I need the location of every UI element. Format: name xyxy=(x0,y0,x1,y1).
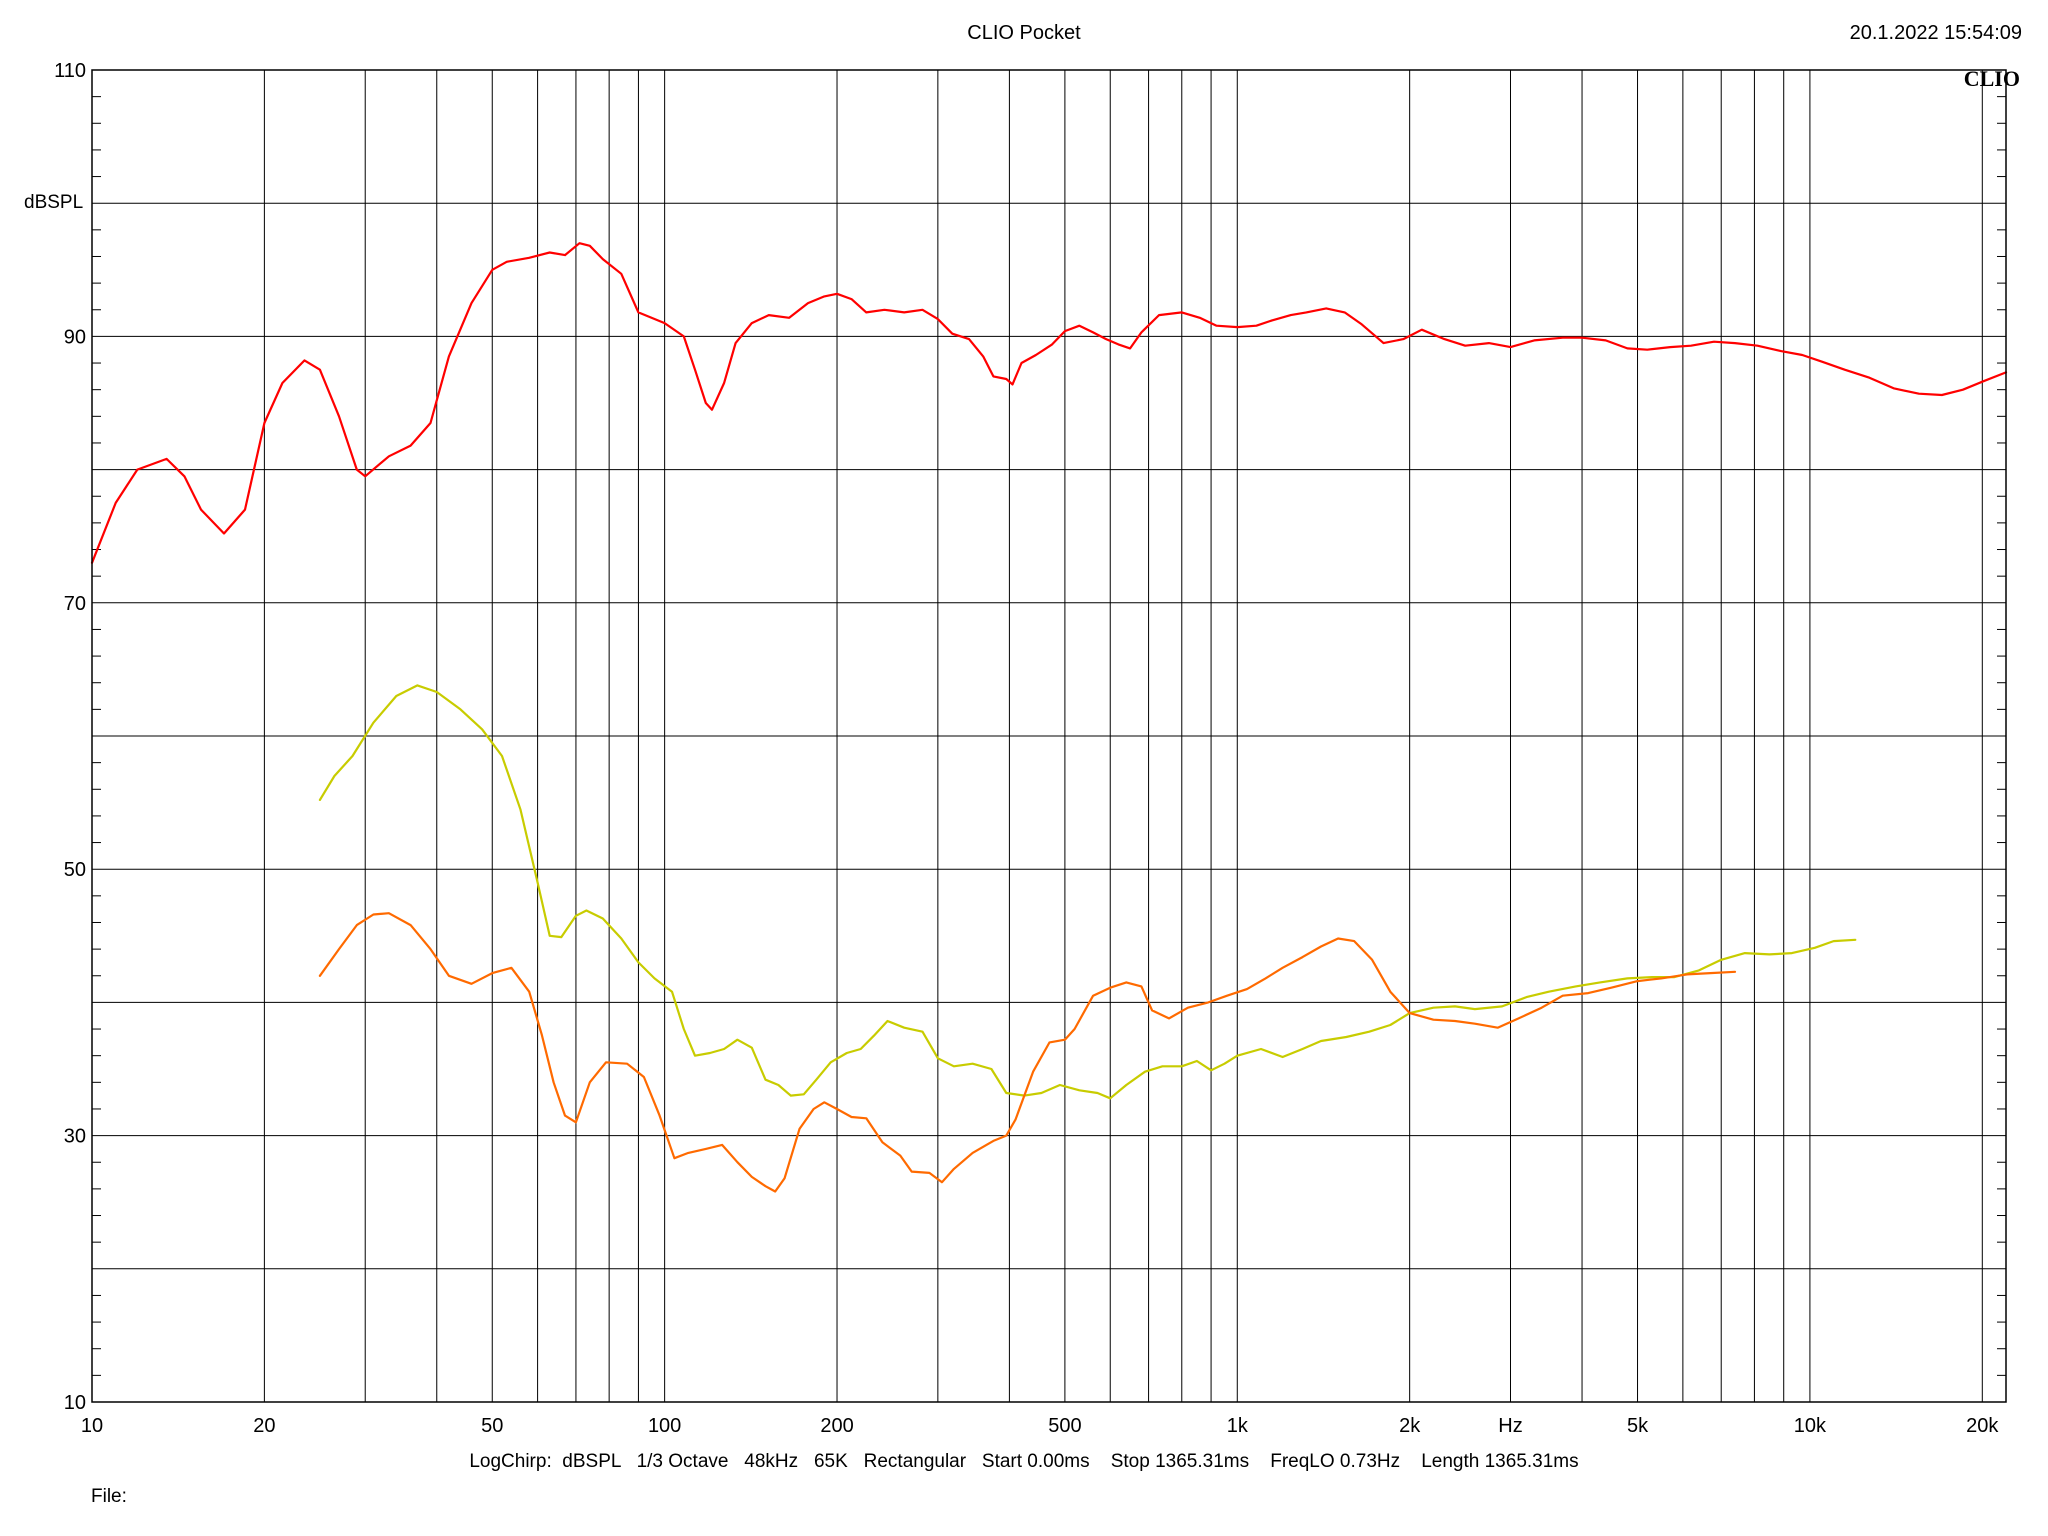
series-line-1 xyxy=(90,242,2008,564)
x-tick-label: 50 xyxy=(481,1415,503,1437)
file-label: File: xyxy=(91,1486,127,1507)
y-tick-label: 10 xyxy=(64,1392,86,1414)
y-tick-labels: 110 90 70 50 30 10 xyxy=(54,60,86,1414)
y-tick-label: 70 xyxy=(64,593,86,615)
grid-lines xyxy=(92,70,2006,1402)
y-tick-label: 110 xyxy=(54,60,86,82)
x-axis-unit-label: Hz xyxy=(1498,1415,1522,1437)
y-tick-label: 90 xyxy=(64,326,86,348)
y-tick-label: 50 xyxy=(64,859,86,881)
x-tick-label: 2k xyxy=(1399,1415,1421,1437)
minor-tick-marks xyxy=(92,96,2006,1376)
x-tick-labels: 10 20 50 100 200 500 1k 2k 5k 10k 20k xyxy=(81,1415,2000,1437)
x-tick-label: 20k xyxy=(1966,1415,1999,1437)
x-tick-label: 1k xyxy=(1227,1415,1249,1437)
series-line-2 xyxy=(318,684,1857,1100)
x-tick-label: 10k xyxy=(1794,1415,1827,1437)
chart-title: CLIO Pocket xyxy=(967,22,1081,44)
plot-frame xyxy=(91,69,2007,1403)
y-tick-label: 30 xyxy=(64,1126,86,1148)
x-tick-label: 20 xyxy=(253,1415,275,1437)
timestamp: 20.1.2022 15:54:09 xyxy=(1849,22,2022,44)
x-tick-label: 5k xyxy=(1627,1415,1649,1437)
response-curves xyxy=(90,242,2008,1193)
x-tick-label: 200 xyxy=(820,1415,853,1437)
measurement-settings: LogChirp: dBSPL 1/3 Octave 48kHz 65K Rec… xyxy=(469,1451,1579,1472)
y-axis-label: dBSPL xyxy=(24,192,84,213)
series-line-3 xyxy=(318,912,1737,1193)
x-tick-label: 500 xyxy=(1048,1415,1081,1437)
x-tick-label: 10 xyxy=(81,1415,103,1437)
x-tick-label: 100 xyxy=(648,1415,681,1437)
